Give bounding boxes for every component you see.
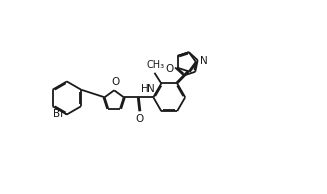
Text: H: H (141, 84, 149, 94)
Text: N: N (147, 84, 155, 94)
Text: N: N (200, 56, 208, 66)
Text: O: O (135, 114, 144, 124)
Text: CH₃: CH₃ (146, 61, 164, 70)
Text: O: O (166, 64, 174, 74)
Text: O: O (111, 77, 119, 87)
Text: Br: Br (53, 109, 64, 120)
